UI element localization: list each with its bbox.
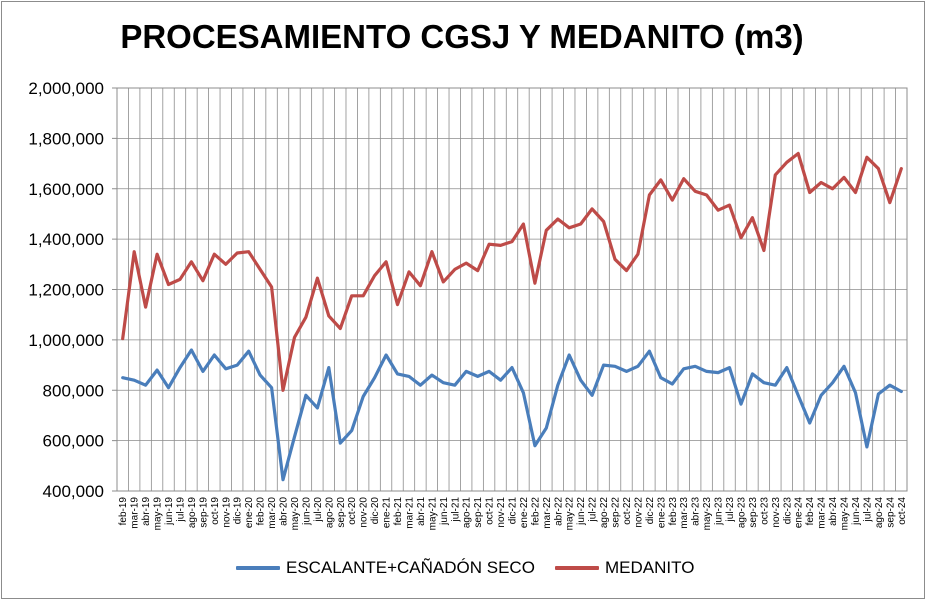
x-tick-label: mar-23 (679, 497, 690, 529)
x-axis-tick-labels: feb-19 mar-19 abr-19 may-19 jun-19 jul-19 ago-… (118, 497, 908, 531)
x-tick-label: ene-23 (656, 497, 667, 529)
x-tick-label: ago-20 (324, 497, 335, 529)
x-tick-label: feb-23 (668, 497, 679, 526)
x-tick-label: mar-20 (267, 497, 278, 529)
legend-label-escalante: ESCALANTE+CAÑADÓN SECO (286, 558, 535, 577)
y-axis-tick-labels: 400,000 600,000 800,000 1,000,000 1,200,000 1… (28, 79, 104, 501)
x-tick-label: nov-20 (359, 497, 370, 528)
x-tick-label: dic-23 (782, 497, 793, 525)
x-tick-label: may-20 (290, 497, 301, 531)
x-tick-label: jul-19 (175, 497, 186, 523)
x-tick-label: feb-22 (530, 497, 541, 526)
x-tick-label: jun-19 (164, 497, 175, 526)
x-tick-label: sep-24 (885, 497, 896, 528)
series-line-escalante (121, 348, 903, 482)
x-tick-label: oct-24 (897, 497, 908, 525)
x-tick-label: dic-22 (645, 497, 656, 525)
x-tick-label: ene-20 (244, 497, 255, 529)
chart-title: PROCESAMIENTO CGSJ Y MEDANITO (m3) (120, 18, 804, 55)
x-tick-label: feb-20 (256, 497, 267, 526)
x-tick-label: sep-22 (611, 497, 622, 528)
x-tick-label: abr-21 (416, 497, 427, 526)
x-tick-label: feb-19 (118, 497, 129, 526)
x-tick-label: dic-21 (508, 497, 519, 525)
x-tick-label: ago-19 (187, 497, 198, 529)
legend-item-escalante: ESCALANTE+CAÑADÓN SECO (236, 558, 535, 578)
x-tick-label: mar-24 (817, 497, 828, 529)
legend-label-medanito: MEDANITO (605, 558, 695, 577)
x-tick-label: sep-20 (336, 497, 347, 528)
x-tick-label: oct-22 (622, 497, 633, 525)
x-tick-label: nov-23 (771, 497, 782, 528)
x-tick-label: abr-24 (828, 497, 839, 526)
x-tick-label: may-19 (153, 497, 164, 531)
x-tick-label: oct-19 (210, 497, 221, 525)
x-tick-label: ago-22 (599, 497, 610, 529)
x-tick-label: feb-21 (393, 497, 404, 526)
x-tick-label: jul-22 (588, 497, 599, 523)
x-tick-label: may-24 (840, 497, 851, 531)
x-tick-label: dic-19 (233, 497, 244, 525)
y-tick-label: 600,000 (43, 432, 104, 451)
x-tick-label: may-23 (702, 497, 713, 531)
x-tick-label: ago-23 (736, 497, 747, 529)
x-tick-label: abr-19 (141, 497, 152, 526)
y-tick-label: 2,000,000 (28, 79, 104, 98)
y-tick-label: 800,000 (43, 381, 104, 400)
x-tick-label: jul-24 (862, 497, 873, 523)
x-tick-label: sep-19 (198, 497, 209, 528)
x-tick-label: ago-24 (874, 497, 885, 529)
x-tick-label: abr-22 (553, 497, 564, 526)
y-tick-label: 400,000 (43, 482, 104, 501)
series-lines (121, 151, 903, 482)
y-tick-label: 1,000,000 (28, 331, 104, 350)
y-tick-label: 1,600,000 (28, 180, 104, 199)
x-tick-label: jun-23 (714, 497, 725, 526)
x-tick-label: ene-22 (519, 497, 530, 529)
x-tick-label: jun-22 (576, 497, 587, 526)
x-tick-label: mar-22 (542, 497, 553, 529)
x-tick-label: sep-21 (473, 497, 484, 528)
x-tick-label: nov-21 (496, 497, 507, 528)
y-tick-label: 1,800,000 (28, 129, 104, 148)
x-tick-label: dic-20 (370, 497, 381, 525)
x-tick-label: ene-24 (794, 497, 805, 529)
x-tick-label: mar-19 (130, 497, 141, 529)
x-tick-label: jul-23 (725, 497, 736, 523)
x-tick-label: oct-20 (347, 497, 358, 525)
x-tick-label: oct-21 (485, 497, 496, 525)
x-tick-label: nov-22 (633, 497, 644, 528)
x-tick-label: abr-23 (691, 497, 702, 526)
x-tick-label: mar-21 (404, 497, 415, 529)
x-tick-label: feb-24 (805, 497, 816, 526)
x-tick-label: sep-23 (748, 497, 759, 528)
x-tick-label: jun-24 (851, 497, 862, 526)
x-tick-label: may-21 (427, 497, 438, 531)
x-tick-label: may-22 (565, 497, 576, 531)
y-tick-label: 1,400,000 (28, 230, 104, 249)
series-line-medanito (121, 151, 903, 392)
legend-swatch-escalante (236, 566, 280, 570)
x-tick-label: oct-23 (759, 497, 770, 525)
x-tick-label: abr-20 (279, 497, 290, 526)
legend-item-medanito: MEDANITO (555, 558, 694, 578)
y-tick-label: 1,200,000 (28, 281, 104, 300)
legend-swatch-medanito (555, 566, 599, 570)
x-tick-label: nov-19 (221, 497, 232, 528)
x-tick-label: jun-21 (439, 497, 450, 526)
x-tick-label: jul-20 (313, 497, 324, 523)
x-tick-label: jul-21 (450, 497, 461, 523)
grid-lines (112, 87, 908, 492)
x-tick-label: jun-20 (301, 497, 312, 526)
x-tick-label: ago-21 (462, 497, 473, 529)
x-tick-label: ene-21 (382, 497, 393, 529)
